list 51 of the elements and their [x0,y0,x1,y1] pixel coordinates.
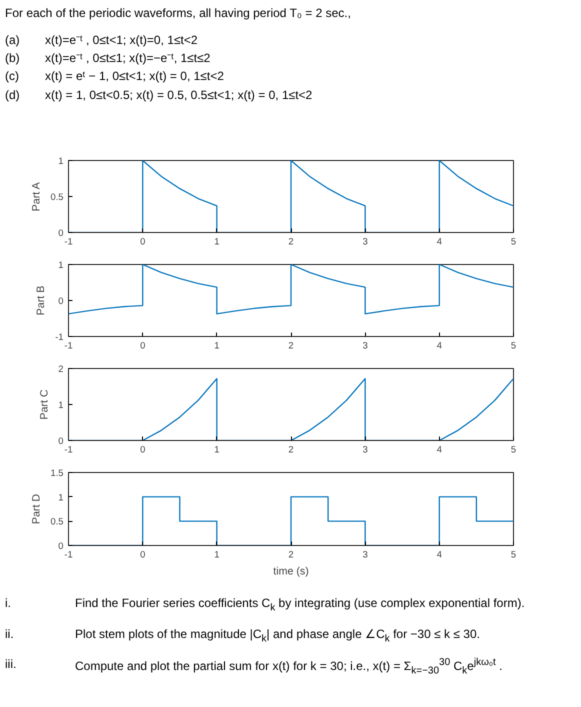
y-tick-label: 0 [58,228,64,238]
y-tick-label: 0.5 [50,516,64,527]
x-tick-label: 2 [288,444,294,454]
y-tick-label: 0.5 [50,192,64,202]
x-tick-label: 5 [510,340,516,350]
x-tick-label: 1 [214,550,220,560]
text: (c) x(t) = eᵗ − 1, 0≤t<1; x(t) = 0, 1≤t<2 [5,69,224,84]
y-tick-label: 1 [58,156,64,166]
x-tick-label: 0 [140,340,146,350]
x-tick-label: 0 [140,444,146,454]
text: (b) x(t)=e⁻ᵗ , 0≤t≤1; x(t)=−e⁻ᵗ, 1≤t≤2 [5,51,210,66]
text: (d) x(t) = 1, 0≤t<0.5; x(t) = 0.5, 0.5≤t<1; x(t) = 0, 1≤t<2 [5,88,312,102]
x-axis-title: time (s) [273,566,309,578]
x-tick-label: 5 [510,444,516,454]
y-tick-label: 0 [58,296,64,306]
x-tick-label: 5 [510,236,516,246]
text: (a) x(t)=e⁻ᵗ , 0≤t<1; x(t)=0, 1≤t<2 [5,33,198,48]
x-tick-label: 2 [288,550,294,560]
y-axis-title: Part A [30,181,43,212]
y-axis-title: Part C [38,389,50,420]
y-tick-label: 1 [58,492,64,502]
text: i. Find the Fourier series coefficients C$_{k}$ by integrating (use complex exponential form). [5,596,525,614]
x-tick-label: 3 [362,236,368,246]
y-tick-label: 1 [58,400,64,410]
y-tick-label: 1.5 [50,468,64,478]
x-tick-label: 1 [214,340,220,350]
x-tick-label: 5 [510,550,516,560]
x-tick-label: 4 [436,444,442,454]
y-axis-title: Part B [35,286,48,316]
x-tick-label: 2 [288,340,294,350]
x-tick-label: 4 [436,550,442,560]
line-series [68,264,514,314]
y-tick-label: 2 [58,364,64,374]
text: ii. Plot stem plots of the magnitude |C$_{k}$| and phase angle ∠C$_{k}$ for −30 ≤ k ≤ 30. [5,626,480,644]
chart-title: For each of the periodic waveforms, all having period T₀ = 2 sec., [5,5,351,22]
x-tick-label: 0 [140,236,146,246]
text: iii. Compute and plot the partial sum for x(t) for k = 30; i.e., x(t) = Σ$_{k=−30}$$^{30}$ C$_{k}$e$^{jkω₀t}$ . [5,657,502,677]
x-tick-label: 4 [436,340,442,350]
x-tick-label: 0 [140,550,146,560]
y-tick-label: 0 [58,541,64,551]
y-tick-label: 0 [58,436,64,446]
x-tick-label: 4 [436,236,442,246]
x-tick-label: 1 [214,444,220,454]
x-tick-label: 3 [362,340,368,350]
x-tick-label: 1 [214,236,220,246]
x-tick-label: 2 [288,236,294,246]
y-axis-title: Part D [30,494,43,524]
y-tick-label: -1 [55,332,64,342]
x-tick-label: 3 [362,444,368,454]
x-tick-label: 3 [362,550,368,560]
y-tick-label: 1 [58,260,64,270]
